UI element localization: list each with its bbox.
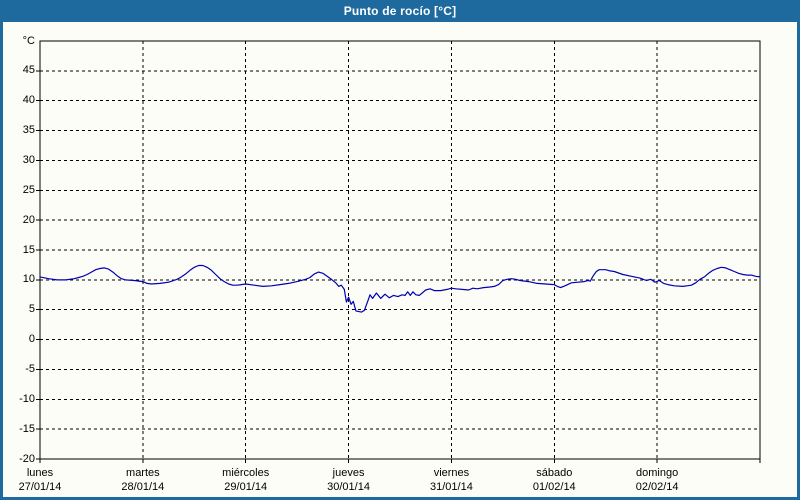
plot-border (39, 40, 761, 460)
y-tick-label: -5 (25, 362, 35, 375)
x-date-label: 27/01/14 (18, 481, 62, 493)
x-date-label: 28/01/14 (121, 481, 165, 493)
x-day-label: domingo (636, 467, 679, 479)
y-axis-unit-label: °C (22, 35, 35, 47)
y-tick-label: -10 (19, 392, 35, 405)
y-tick-label: 45 (22, 64, 35, 77)
x-date-label: 01/02/14 (532, 481, 576, 493)
x-date-label: 02/02/14 (635, 481, 679, 493)
x-day-label: jueves (332, 467, 365, 479)
chart-title: Punto de rocío [°C] (343, 4, 457, 18)
chart-area: °C 45 40 35 30 25 20 15 10 5 0 -5 -10 -15 -20 lunes 27/… (0, 22, 800, 500)
y-tick-label: -20 (19, 452, 35, 465)
dew-point-line-chart (36, 40, 761, 463)
chart-title-bar: Punto de rocío [°C] (0, 0, 800, 22)
x-day-label: miércoles (222, 467, 270, 479)
y-tick-label: -15 (19, 422, 35, 435)
y-tick-label: 10 (22, 273, 35, 286)
x-date-label: 30/01/14 (327, 481, 370, 493)
x-date-label: 31/01/14 (430, 481, 473, 493)
x-day-label: viernes (433, 467, 470, 479)
y-tick-label: 35 (22, 124, 35, 137)
y-tick-label: 5 (28, 303, 35, 316)
y-tick-label: 30 (22, 153, 35, 166)
x-date-label: 29/01/14 (224, 481, 268, 493)
y-tick-label: 0 (28, 333, 35, 346)
x-day-label: sábado (536, 467, 573, 479)
y-tick-label: 40 (22, 94, 35, 107)
y-tick-label: 25 (22, 183, 35, 196)
dew-point-series-line (39, 264, 761, 313)
x-day-label: lunes (26, 467, 54, 479)
x-day-label: martes (126, 467, 160, 479)
y-tick-label: 20 (22, 213, 35, 226)
y-tick-label: 15 (22, 243, 35, 256)
